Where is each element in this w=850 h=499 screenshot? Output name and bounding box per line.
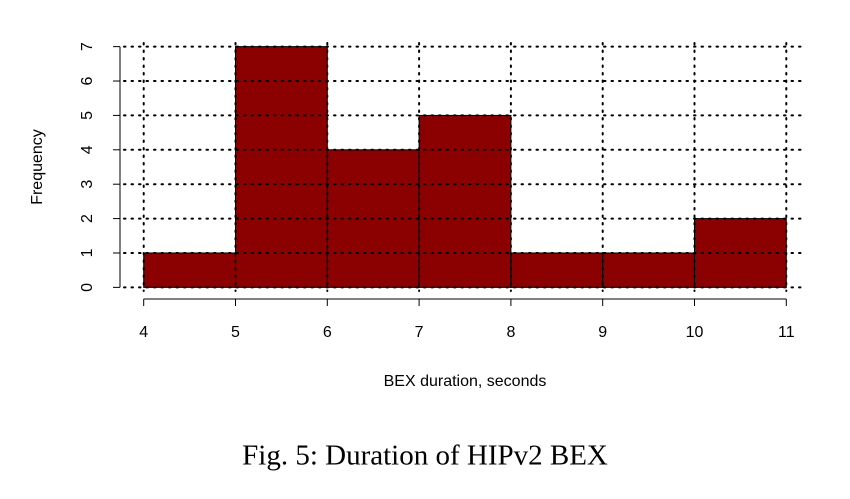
x-tick-label: 5 (231, 324, 240, 341)
y-tick-label: 5 (79, 111, 96, 120)
bar (143, 252, 237, 288)
bar (602, 252, 695, 288)
x-tick-label: 8 (506, 324, 515, 341)
y-tick-label: 1 (79, 248, 96, 257)
bar (235, 46, 328, 288)
x-tick-label: 4 (139, 324, 148, 341)
x-tick-label: 11 (778, 324, 795, 341)
y-tick-label: 4 (79, 145, 96, 154)
y-tick-label: 3 (79, 180, 96, 189)
y-tick-label: 0 (79, 283, 96, 292)
x-tick-label: 10 (686, 324, 704, 341)
y-tick-label: 2 (79, 214, 96, 223)
x-tick-label: 6 (323, 324, 332, 341)
x-tick-label: 9 (598, 324, 607, 341)
y-tick-label: 6 (79, 76, 96, 85)
x-tick-label: 7 (415, 324, 424, 341)
bar (510, 252, 604, 288)
y-axis-label: Frequency (29, 129, 46, 205)
caption: Fig. 5: Duration of HIPv2 BEX (242, 440, 608, 472)
x-axis-label: BEX duration, seconds (384, 373, 547, 390)
y-tick-label: 7 (79, 42, 96, 51)
bar (418, 114, 512, 288)
